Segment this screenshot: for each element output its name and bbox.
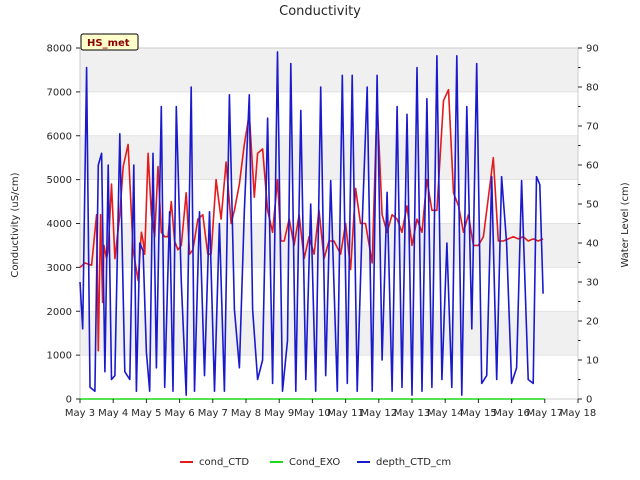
y2-axis-label: Water Level (cm) <box>620 182 631 267</box>
y-tick-label: 1000 <box>47 351 72 362</box>
y2-tick-label: 90 <box>586 44 599 55</box>
y2-tick-label: 0 <box>586 395 592 406</box>
x-tick-label: May 10 <box>294 408 331 419</box>
x-tick-label: May 12 <box>361 408 398 419</box>
legend-label: cond_CTD <box>199 457 249 468</box>
y2-tick-label: 70 <box>586 122 599 133</box>
x-tick-label: May 7 <box>198 408 228 419</box>
y2-tick-label: 10 <box>586 356 599 367</box>
x-axis: May 3 May 4 May 5 May 6 May 7 May 8 May 9 May 1… <box>65 399 596 419</box>
x-tick-label: May 3 <box>65 408 95 419</box>
legend: cond_CTD Cond_EXO depth_CTD_cm <box>180 457 451 468</box>
badge-box <box>80 33 139 51</box>
y-tick-label: 5000 <box>47 175 72 186</box>
x-tick-label: May 6 <box>164 408 194 419</box>
legend-label: depth_CTD_cm <box>376 457 451 468</box>
x-tick-label: May 11 <box>327 408 364 419</box>
x-tick-label: May 14 <box>427 408 464 419</box>
y2-tick-label: 60 <box>586 161 599 172</box>
x-tick-label: May 17 <box>527 408 564 419</box>
y2-tick-label: 40 <box>586 239 599 250</box>
y-tick-label: 0 <box>66 395 72 406</box>
y2-tick-label: 80 <box>586 83 599 94</box>
x-tick-label: May 8 <box>231 408 261 419</box>
y2-tick-label: 20 <box>586 317 599 328</box>
x-tick-label: May 18 <box>560 408 597 419</box>
background-band <box>80 135 578 180</box>
background-band <box>80 48 578 92</box>
x-tick-label: May 16 <box>493 408 530 419</box>
right-axis: 0 10 20 30 40 50 60 70 80 90 <box>578 44 599 406</box>
y-tick-label: 6000 <box>47 131 72 142</box>
series-line-depth-ctd-cm <box>79 51 544 396</box>
site-badge: HS_met <box>80 33 139 51</box>
background-band <box>80 355 578 399</box>
y-tick-label: 3000 <box>47 263 72 274</box>
left-axis: 0 1000 2000 3000 4000 5000 6000 7000 8000 <box>47 44 80 406</box>
y2-tick-label: 30 <box>586 278 599 289</box>
x-tick-label: May 5 <box>131 408 161 419</box>
y2-tick-label: 50 <box>586 200 599 211</box>
legend-label: Cond_EXO <box>289 457 340 468</box>
y-tick-label: 8000 <box>47 44 72 55</box>
background-band <box>80 311 578 356</box>
y-tick-label: 7000 <box>47 87 72 98</box>
x-tick-label: May 4 <box>98 408 128 419</box>
y-tick-label: 2000 <box>47 307 72 318</box>
x-tick-label: May 9 <box>264 408 294 419</box>
y-tick-label: 4000 <box>47 219 72 230</box>
y-axis-label: Conductivity (uS/cm) <box>10 172 21 277</box>
background-band <box>80 91 578 136</box>
chart-title: Conductivity <box>279 4 361 19</box>
badge-label: HS_met <box>87 38 130 49</box>
x-tick-label: May 15 <box>460 408 497 419</box>
x-tick-label: May 13 <box>394 408 431 419</box>
